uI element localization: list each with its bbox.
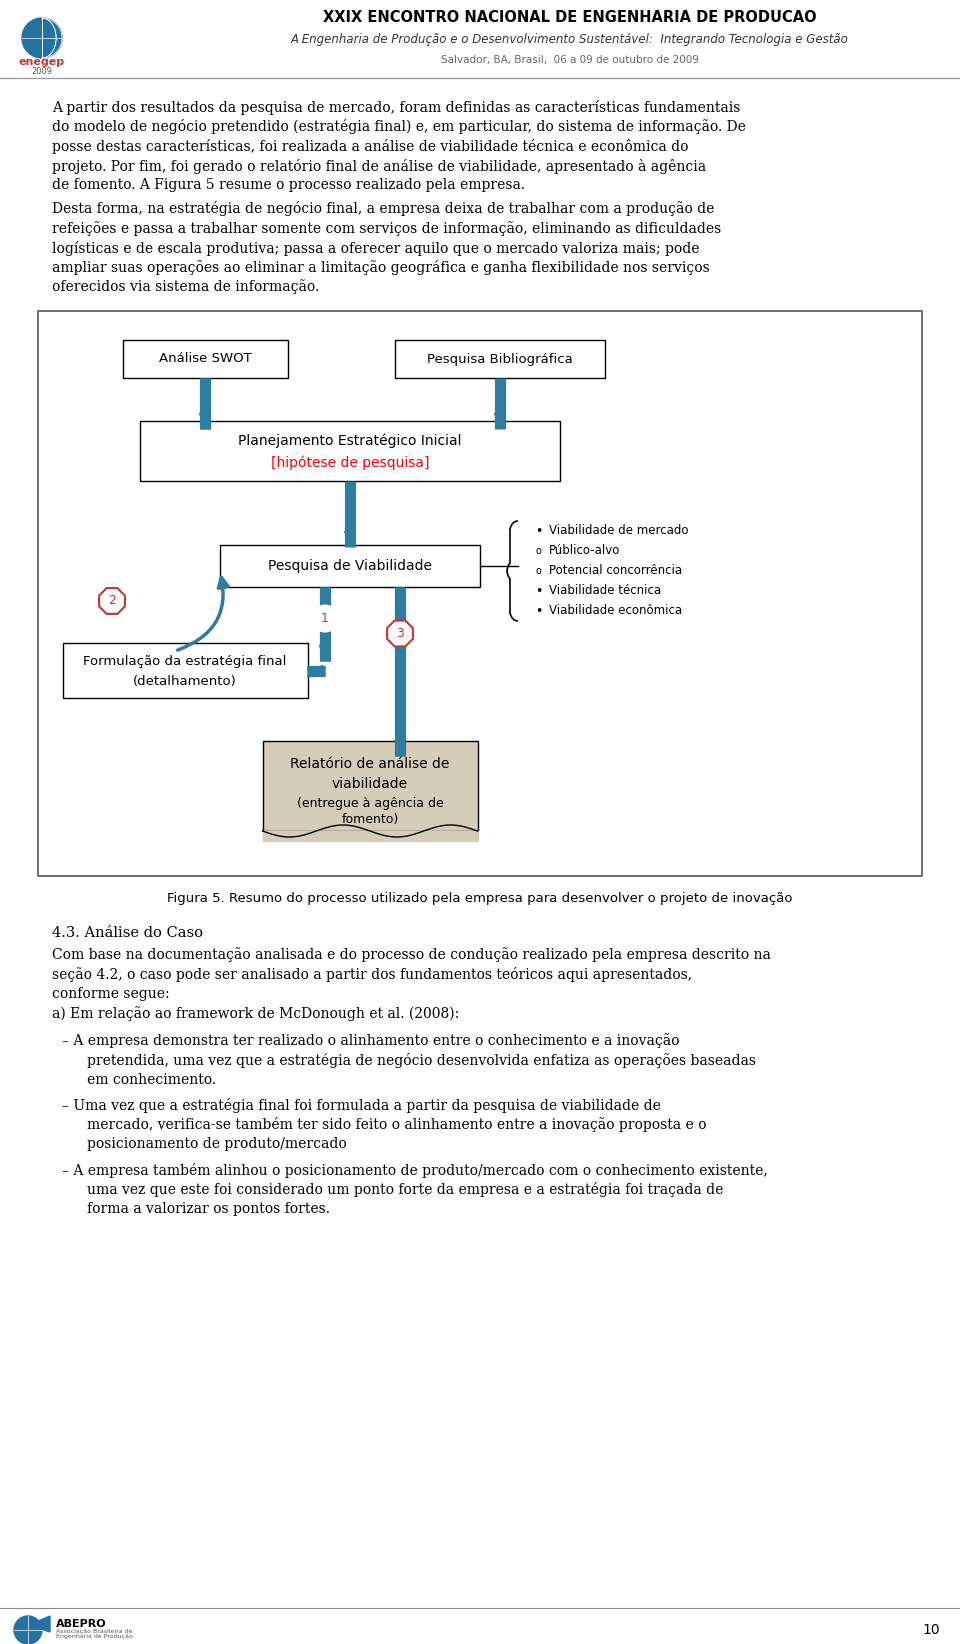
Bar bbox=[62, 643, 307, 699]
Text: •: • bbox=[535, 585, 542, 597]
Text: Público-alvo: Público-alvo bbox=[549, 544, 620, 557]
Bar bbox=[123, 340, 287, 378]
FancyArrowPatch shape bbox=[178, 577, 228, 649]
Bar bbox=[395, 340, 605, 378]
Text: projeto. Por fim, foi gerado o relatório final de análise de viabilidade, aprese: projeto. Por fim, foi gerado o relatório… bbox=[52, 158, 707, 174]
Text: enegep: enegep bbox=[19, 58, 65, 67]
Text: Pesquisa de Viabilidade: Pesquisa de Viabilidade bbox=[268, 559, 432, 574]
Bar bbox=[38, 311, 922, 876]
Text: •: • bbox=[535, 605, 542, 618]
Text: (detalhamento): (detalhamento) bbox=[133, 674, 237, 687]
Text: do modelo de negócio pretendido (estratégia final) e, em particular, do sistema : do modelo de negócio pretendido (estraté… bbox=[52, 120, 746, 135]
Text: Análise SWOT: Análise SWOT bbox=[158, 352, 252, 365]
Text: pretendida, uma vez que a estratégia de negócio desenvolvida enfatiza as operaçõ: pretendida, uma vez que a estratégia de … bbox=[87, 1054, 756, 1069]
Text: – Uma vez que a estratégia final foi formulada a partir da pesquisa de viabilida: – Uma vez que a estratégia final foi for… bbox=[62, 1098, 660, 1113]
Text: uma vez que este foi considerado um ponto forte da empresa e a estratégia foi tr: uma vez que este foi considerado um pont… bbox=[87, 1182, 724, 1197]
Polygon shape bbox=[36, 1616, 50, 1632]
Text: Viabilidade técnica: Viabilidade técnica bbox=[549, 585, 661, 597]
Text: em conhecimento.: em conhecimento. bbox=[87, 1072, 216, 1087]
Text: viabilidade: viabilidade bbox=[332, 778, 408, 791]
Text: a) Em relação ao framework de McDonough et al. (2008):: a) Em relação ao framework de McDonough … bbox=[52, 1006, 459, 1021]
Text: Desta forma, na estratégia de negócio final, a empresa deixa de trabalhar com a : Desta forma, na estratégia de negócio fi… bbox=[52, 202, 714, 217]
Bar bbox=[140, 421, 560, 482]
Text: (entregue à agência de: (entregue à agência de bbox=[297, 797, 444, 810]
Text: de fomento. A Figura 5 resume o processo realizado pela empresa.: de fomento. A Figura 5 resume o processo… bbox=[52, 178, 525, 192]
Text: Formulação da estratégia final: Formulação da estratégia final bbox=[84, 654, 287, 667]
Text: refeições e passa a trabalhar somente com serviços de informação, eliminando as : refeições e passa a trabalhar somente co… bbox=[52, 220, 721, 235]
Text: mercado, verifica-se também ter sido feito o alinhamento entre a inovação propos: mercado, verifica-se também ter sido fei… bbox=[87, 1118, 707, 1133]
Text: Planejamento Estratégico Inicial: Planejamento Estratégico Inicial bbox=[238, 434, 462, 449]
Text: Associação Brasileira de
Engenharia de Produção: Associação Brasileira de Engenharia de P… bbox=[56, 1629, 132, 1639]
Circle shape bbox=[14, 1616, 42, 1644]
Circle shape bbox=[98, 587, 126, 615]
Circle shape bbox=[312, 605, 338, 631]
Text: Figura 5. Resumo do processo utilizado pela empresa para desenvolver o projeto d: Figura 5. Resumo do processo utilizado p… bbox=[167, 891, 793, 904]
Text: [hipótese de pesquisa]: [hipótese de pesquisa] bbox=[271, 455, 429, 470]
Text: A partir dos resultados da pesquisa de mercado, foram definidas as característic: A partir dos resultados da pesquisa de m… bbox=[52, 100, 740, 115]
Text: ABEPRO: ABEPRO bbox=[56, 1619, 107, 1629]
Text: XXIX ENCONTRO NACIONAL DE ENGENHARIA DE PRODUCAO: XXIX ENCONTRO NACIONAL DE ENGENHARIA DE … bbox=[324, 10, 817, 26]
Text: 1: 1 bbox=[321, 612, 329, 625]
Text: Potencial concorrência: Potencial concorrência bbox=[549, 564, 683, 577]
Text: logísticas e de escala produtiva; passa a oferecer aquilo que o mercado valoriza: logísticas e de escala produtiva; passa … bbox=[52, 240, 700, 255]
FancyBboxPatch shape bbox=[262, 741, 477, 830]
Text: Pesquisa Bibliográfica: Pesquisa Bibliográfica bbox=[427, 352, 573, 365]
Text: 3: 3 bbox=[396, 626, 404, 640]
Polygon shape bbox=[387, 620, 413, 646]
Text: Viabilidade econômica: Viabilidade econômica bbox=[549, 605, 683, 618]
Text: A Engenharia de Produção e o Desenvolvimento Sustentável:  Integrando Tecnologia: A Engenharia de Produção e o Desenvolvim… bbox=[291, 33, 849, 46]
Text: o: o bbox=[536, 546, 541, 556]
Text: 10: 10 bbox=[923, 1623, 940, 1637]
Text: posicionamento de produto/mercado: posicionamento de produto/mercado bbox=[87, 1138, 347, 1151]
Text: 2: 2 bbox=[108, 595, 116, 608]
Text: – A empresa demonstra ter realizado o alinhamento entre o conhecimento e a inova: – A empresa demonstra ter realizado o al… bbox=[62, 1034, 680, 1049]
Text: seção 4.2, o caso pode ser analisado a partir dos fundamentos teóricos aqui apre: seção 4.2, o caso pode ser analisado a p… bbox=[52, 967, 692, 981]
Circle shape bbox=[22, 18, 62, 58]
Text: Com base na documentação analisada e do processo de condução realizado pela empr: Com base na documentação analisada e do … bbox=[52, 947, 771, 962]
Text: 4.3. Análise do Caso: 4.3. Análise do Caso bbox=[52, 926, 203, 940]
Text: forma a valorizar os pontos fortes.: forma a valorizar os pontos fortes. bbox=[87, 1202, 330, 1215]
Text: o: o bbox=[536, 566, 541, 575]
Bar bbox=[220, 546, 480, 587]
Text: – A empresa também alinhou o posicionamento de produto/mercado com o conheciment: – A empresa também alinhou o posicioname… bbox=[62, 1162, 768, 1177]
Text: Salvador, BA, Brasil,  06 a 09 de outubro de 2009: Salvador, BA, Brasil, 06 a 09 de outubro… bbox=[441, 54, 699, 66]
Text: Viabilidade de mercado: Viabilidade de mercado bbox=[549, 524, 688, 538]
Text: fomento): fomento) bbox=[342, 814, 398, 827]
Text: posse destas características, foi realizada a análise de viabilidade técnica e e: posse destas características, foi realiz… bbox=[52, 140, 688, 155]
Text: conforme segue:: conforme segue: bbox=[52, 986, 170, 1001]
Text: •: • bbox=[535, 524, 542, 538]
Text: oferecidos via sistema de informação.: oferecidos via sistema de informação. bbox=[52, 279, 320, 294]
Text: ampliar suas operações ao eliminar a limitação geográfica e ganha flexibilidade : ampliar suas operações ao eliminar a lim… bbox=[52, 260, 709, 275]
Text: 2009: 2009 bbox=[32, 67, 53, 77]
Text: Relatório de análise de: Relatório de análise de bbox=[290, 756, 449, 771]
